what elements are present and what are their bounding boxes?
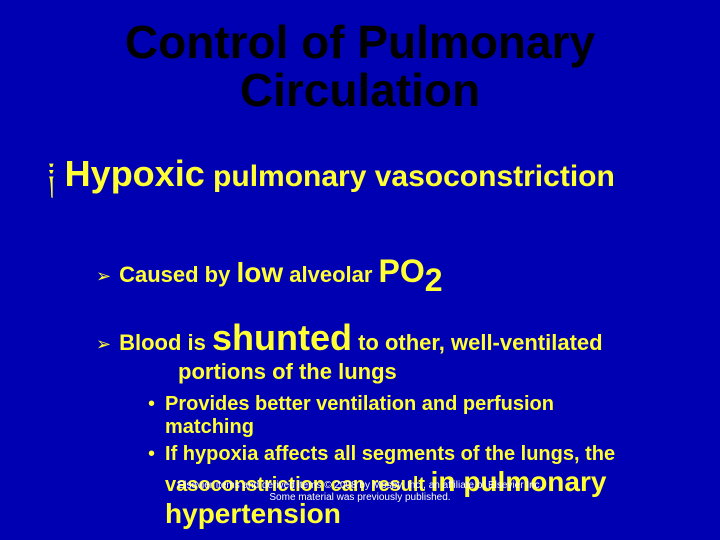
copyright: Elsevier items and derived items © 2008 … bbox=[0, 480, 720, 504]
ss1b: matching bbox=[165, 416, 254, 438]
s1d: PO bbox=[379, 253, 425, 289]
dot-icon: • bbox=[148, 394, 155, 414]
dot-icon: • bbox=[148, 444, 155, 464]
s1e: 2 bbox=[425, 262, 443, 298]
sub1-text: Caused by low alveolar PO2 bbox=[119, 253, 442, 295]
main-bullet: ༐ Hypoxic pulmonary vasoconstriction bbox=[48, 143, 680, 227]
copy2: Some material was previously published. bbox=[269, 492, 450, 503]
main-rest: pulmonary vasoconstriction bbox=[205, 160, 615, 193]
ss2a: If hypoxia affects all segments of the l… bbox=[165, 443, 615, 465]
sub2-text: Blood is shunted to other, well-ventilat… bbox=[119, 317, 602, 359]
s2c: to other, well-ventilated bbox=[352, 330, 603, 355]
main-emph: Hypoxic bbox=[65, 153, 205, 194]
title-line2: Circulation bbox=[240, 64, 480, 116]
s1a: Caused by bbox=[119, 262, 236, 287]
copy1: Elsevier items and derived items © 2008 … bbox=[178, 480, 543, 491]
sub-bullet-icon: ➢ bbox=[96, 266, 111, 287]
slide-title: Control of Pulmonary Circulation bbox=[40, 18, 680, 115]
sub-bullet-2: ➢ Blood is shunted to other, well-ventil… bbox=[96, 317, 680, 385]
ss1-text: Provides better ventilation and perfusio… bbox=[165, 393, 554, 439]
sub-bullet-icon: ➢ bbox=[96, 334, 111, 355]
s2a: Blood is bbox=[119, 330, 212, 355]
main-bullet-text: Hypoxic pulmonary vasoconstriction bbox=[65, 153, 615, 195]
title-line1: Control of Pulmonary bbox=[125, 16, 595, 68]
subsub-bullet-1: • Provides better ventilation and perfus… bbox=[148, 393, 680, 439]
main-bullet-icon: ༐ bbox=[48, 141, 55, 225]
ss1a: Provides better ventilation and perfusio… bbox=[165, 393, 554, 415]
sub-bullet-1: ➢ Caused by low alveolar PO2 bbox=[96, 253, 680, 295]
s1b: low bbox=[236, 257, 283, 288]
slide: Control of Pulmonary Circulation ༐ Hypox… bbox=[0, 0, 720, 540]
s2b: shunted bbox=[212, 317, 352, 358]
s2d: portions of the lungs bbox=[178, 359, 680, 385]
s1c: alveolar bbox=[283, 262, 378, 287]
